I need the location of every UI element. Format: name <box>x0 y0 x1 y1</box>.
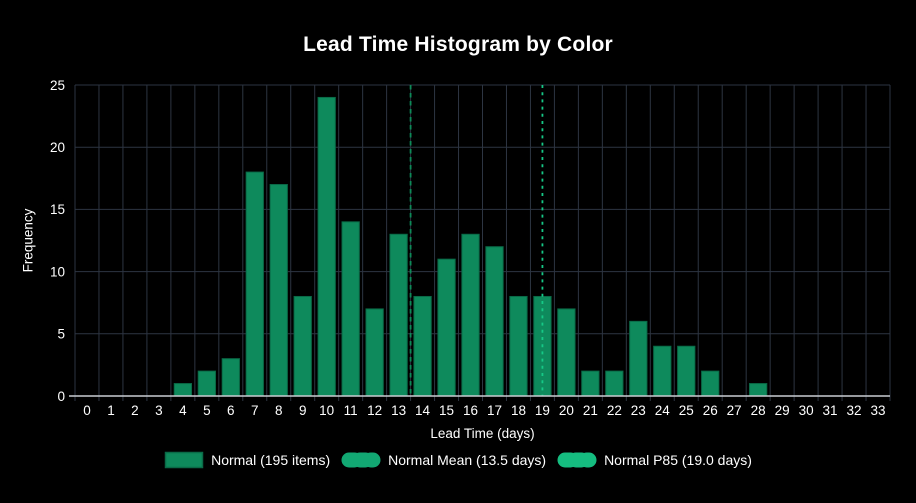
legend-label-mean: Normal Mean (13.5 days) <box>388 452 547 468</box>
x-tick-label: 3 <box>155 403 163 418</box>
x-tick-label: 26 <box>703 403 718 418</box>
legend: Normal (195 items) Normal Mean (13.5 day… <box>0 449 916 471</box>
histogram-bar <box>197 370 216 397</box>
chart-title: Lead Time Histogram by Color <box>303 33 613 56</box>
histogram-bar <box>677 345 696 397</box>
x-tick-label: 13 <box>391 403 406 418</box>
x-tick-label: 19 <box>535 403 550 418</box>
x-tick-label: 0 <box>83 403 91 418</box>
x-tick-label: 14 <box>415 403 431 418</box>
histogram-bar <box>389 233 408 397</box>
y-tick-label: 5 <box>57 327 65 342</box>
histogram-bar <box>461 233 480 397</box>
histogram-bar <box>509 295 528 397</box>
y-tick-labels: 0 5 10 15 20 25 <box>50 78 65 404</box>
histogram-bar <box>557 308 576 397</box>
y-tick-label: 20 <box>50 140 65 155</box>
x-tick-label: 20 <box>559 403 574 418</box>
x-tick-label: 15 <box>439 403 454 418</box>
histogram-bar <box>749 383 768 397</box>
x-tick-label: 8 <box>275 403 283 418</box>
x-tick-label: 2 <box>131 403 139 418</box>
x-tick-label: 29 <box>775 403 790 418</box>
x-tick-label: 28 <box>751 403 766 418</box>
legend-swatch-p85-icon <box>557 452 597 468</box>
histogram-bar <box>605 370 624 397</box>
x-tick-label: 4 <box>179 403 187 418</box>
x-tick-label: 5 <box>203 403 211 418</box>
legend-item-normal: Normal (195 items) <box>164 451 330 469</box>
histogram-bar <box>581 370 600 397</box>
x-tick-label: 24 <box>655 403 671 418</box>
histogram-bar <box>317 96 336 397</box>
legend-swatch-bar-icon <box>164 451 204 469</box>
histogram-bar <box>413 295 432 397</box>
x-tick-labels: 0 1 2 3 4 5 6 7 8 9 10 11 12 13 14 15 16 17 18 19 20 21 22 23 24… <box>83 403 885 418</box>
x-tick-label: 1 <box>107 403 115 418</box>
legend-item-p85: Normal P85 (19.0 days) <box>557 451 752 469</box>
x-tick-label: 33 <box>870 403 885 418</box>
x-tick-label: 32 <box>847 403 862 418</box>
histogram-bar <box>437 258 456 397</box>
y-tick-label: 0 <box>57 389 65 404</box>
histogram-bar <box>221 358 240 397</box>
x-tick-label: 12 <box>367 403 382 418</box>
x-tick-label: 7 <box>251 403 259 418</box>
histogram-bar <box>293 295 312 397</box>
x-tick-label: 17 <box>487 403 502 418</box>
histogram-bar <box>701 370 720 397</box>
vertical-gridlines <box>74 85 891 401</box>
histogram-bar <box>245 171 264 397</box>
x-tick-label: 21 <box>583 403 598 418</box>
x-tick-label: 9 <box>299 403 307 418</box>
x-tick-label: 31 <box>823 403 838 418</box>
histogram-bar <box>365 308 384 397</box>
x-tick-label: 6 <box>227 403 235 418</box>
legend-label-normal: Normal (195 items) <box>211 452 331 468</box>
x-tick-label: 25 <box>679 403 694 418</box>
x-tick-label: 18 <box>511 403 526 418</box>
x-axis-label: Lead Time (days) <box>430 426 535 441</box>
bars <box>173 96 768 397</box>
legend-swatch-mean-icon <box>341 452 381 468</box>
x-tick-label: 27 <box>727 403 742 418</box>
y-tick-label: 10 <box>50 264 65 279</box>
x-tick-label: 30 <box>799 403 814 418</box>
x-tick-label: 22 <box>607 403 622 418</box>
legend-item-mean: Normal Mean (13.5 days) <box>341 451 546 469</box>
x-tick-label: 16 <box>463 403 478 418</box>
x-tick-label: 11 <box>344 403 358 418</box>
histogram-bar <box>269 184 288 397</box>
histogram-bar <box>485 246 504 397</box>
histogram-bar <box>341 221 360 397</box>
histogram-bar <box>173 383 193 397</box>
histogram-bar <box>653 345 672 397</box>
x-tick-label: 23 <box>631 403 646 418</box>
legend-label-p85: Normal P85 (19.0 days) <box>604 452 752 468</box>
x-tick-label: 10 <box>319 403 334 418</box>
histogram-bar <box>629 320 648 397</box>
y-tick-label: 25 <box>50 78 65 93</box>
y-tick-label: 15 <box>50 202 65 217</box>
